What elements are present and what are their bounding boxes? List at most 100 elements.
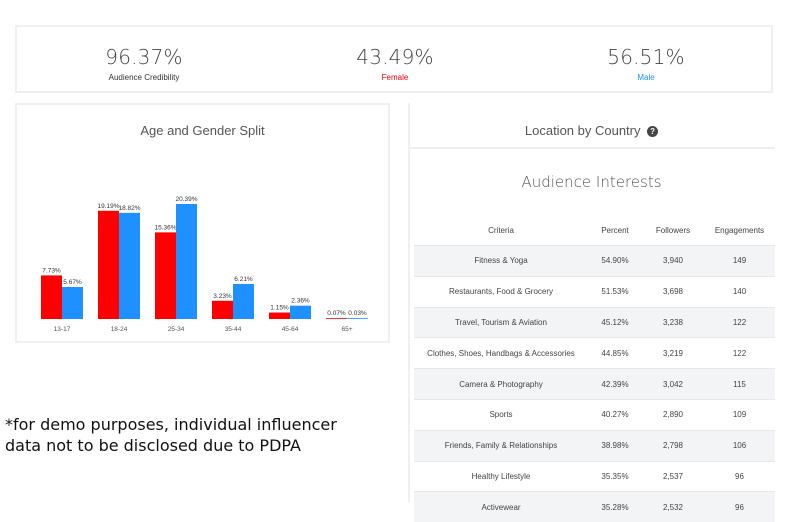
audience-interests-title: Audience Interests <box>521 173 662 191</box>
x-tick-label: 45-64 <box>282 326 299 333</box>
data-label: 19.19% <box>97 203 119 210</box>
cell-criteria: Activewear <box>414 491 588 522</box>
table-row: Camera & Photography 42.39% 3,042 115 <box>414 368 775 400</box>
audience-stats-bar: 96.37% Audience Credibility 43.49% Femal… <box>15 25 773 93</box>
location-title: Location by Country ? <box>410 123 773 138</box>
table-row: Travel, Tourism & Aviation 45.12% 3,238 122 <box>414 306 775 338</box>
cell-followers: 2,532 <box>642 491 704 522</box>
x-tick-label: 35-44 <box>225 326 242 333</box>
cell-engagements: 96 <box>704 491 775 522</box>
cell-percent: 40.27% <box>588 398 642 431</box>
bar <box>62 287 83 319</box>
cell-engagements: 109 <box>704 398 775 431</box>
data-label: 0.07% <box>327 310 346 317</box>
help-icon[interactable]: ? <box>647 126 659 137</box>
stat-value: 96.37% <box>105 45 183 69</box>
data-label: 6.21% <box>234 276 253 283</box>
bar <box>98 210 119 319</box>
bar <box>176 204 197 319</box>
data-label: 5.67% <box>63 279 82 286</box>
cell-engagements: 149 <box>704 245 775 277</box>
table-row: Restaurants, Food & Grocery 51.53% 3,698 14… <box>414 275 775 308</box>
data-label: 1.15% <box>270 305 289 312</box>
cell-percent: 44.85% <box>588 337 642 369</box>
cell-percent: 38.98% <box>588 429 642 462</box>
cell-followers: 3,238 <box>642 306 704 338</box>
disclaimer-line: *for demo purposes, individual influence… <box>5 415 337 434</box>
cell-percent: 42.39% <box>588 368 642 400</box>
age-gender-panel: Age and Gender Split 7.73% 5.67% 13-17 19.1… <box>15 103 390 343</box>
stat-audience-credibility: 96.37% Audience Credibility <box>19 27 269 82</box>
disclaimer-note: *for demo purposes, individual influence… <box>5 414 400 456</box>
x-tick-label: 18-24 <box>111 326 128 333</box>
x-tick-label: 65+ <box>341 326 352 333</box>
bar <box>326 318 347 319</box>
chart-title: Age and Gender Split <box>140 123 265 138</box>
disclaimer-line: data not to be disclosed due to PDPA <box>5 436 301 455</box>
stat-label: Female <box>381 73 409 82</box>
cell-followers: 3,940 <box>642 245 704 277</box>
bar <box>347 318 368 319</box>
data-label: 3.23% <box>213 293 232 300</box>
bar <box>41 275 62 319</box>
stat-female: 43.49% Female <box>270 27 520 82</box>
cell-percent: 54.90% <box>588 245 642 277</box>
cell-engagements: 96 <box>704 460 775 492</box>
cell-criteria: Restaurants, Food & Grocery <box>414 275 588 308</box>
bar <box>233 283 254 319</box>
cell-criteria: Camera & Photography <box>414 368 588 400</box>
cell-criteria: Healthy Lifestyle <box>414 460 588 492</box>
table-row: Friends, Family & Relationships 38.98% 2,7… <box>414 429 775 462</box>
stat-value: 56.51% <box>607 45 685 69</box>
stat-label: Male <box>637 73 655 82</box>
cell-engagements: 122 <box>704 306 775 338</box>
cell-engagements: 115 <box>704 368 775 400</box>
data-label: 15.36% <box>154 224 176 231</box>
data-label: 20.39% <box>175 196 197 203</box>
x-tick-label: 25-34 <box>168 326 185 333</box>
column-header-followers[interactable]: Followers <box>655 225 691 235</box>
bar <box>269 312 290 319</box>
cell-engagements: 140 <box>704 275 775 308</box>
table-header-row: Criteria Percent Followers Engagements <box>414 215 775 246</box>
cell-followers: 3,042 <box>642 368 704 400</box>
cell-followers: 3,219 <box>642 337 704 369</box>
cell-criteria: Sports <box>414 398 588 431</box>
location-interests-panel: Location by Country ? Audience Interests… <box>408 103 775 522</box>
cell-engagements: 106 <box>704 429 775 462</box>
cell-engagements: 122 <box>704 337 775 369</box>
bar <box>155 232 176 319</box>
stat-male: 56.51% Male <box>521 27 771 82</box>
stat-value: 43.49% <box>356 45 434 69</box>
table-row: Fitness & Yoga 54.90% 3,940 149 <box>414 245 775 277</box>
bar <box>119 212 140 319</box>
cell-criteria: Clothes, Shoes, Handbags & Accessories <box>414 337 588 369</box>
table-row: Healthy Lifestyle 35.35% 2,537 96 <box>414 460 775 492</box>
data-label: 2.36% <box>291 298 310 305</box>
cell-percent: 35.35% <box>588 460 642 492</box>
column-header-engagements[interactable]: Engagements <box>714 225 765 235</box>
interests-table: Criteria Percent Followers Engagements F… <box>414 215 775 522</box>
x-tick-label: 13-17 <box>54 326 71 333</box>
cell-followers: 2,537 <box>642 460 704 492</box>
data-label: 18.82% <box>118 205 140 212</box>
column-header-criteria[interactable]: Criteria <box>488 225 514 235</box>
column-header-percent[interactable]: Percent <box>601 225 629 235</box>
age-gender-chart: 7.73%5.67% 13-17 19.19%18.82% 18-24 15.36% 20… <box>41 196 368 333</box>
divider <box>410 147 775 149</box>
cell-percent: 51.53% <box>588 275 642 308</box>
data-label: 0.03% <box>348 310 367 317</box>
table-row: Clothes, Shoes, Handbags & Accessories 44… <box>414 337 775 369</box>
cell-followers: 2,798 <box>642 429 704 462</box>
table-row: Activewear 35.28% 2,532 96 <box>414 491 775 522</box>
stat-label: Audience Credibility <box>108 73 180 82</box>
cell-criteria: Fitness & Yoga <box>414 245 588 277</box>
table-row: Sports 40.27% 2,890 109 <box>414 398 775 431</box>
cell-percent: 45.12% <box>588 306 642 338</box>
cell-percent: 35.28% <box>588 491 642 522</box>
location-title-text: Location by Country <box>524 123 641 138</box>
cell-criteria: Friends, Family & Relationships <box>414 429 588 462</box>
bar <box>212 300 233 319</box>
bar <box>290 305 311 319</box>
cell-criteria: Travel, Tourism & Aviation <box>414 306 588 338</box>
